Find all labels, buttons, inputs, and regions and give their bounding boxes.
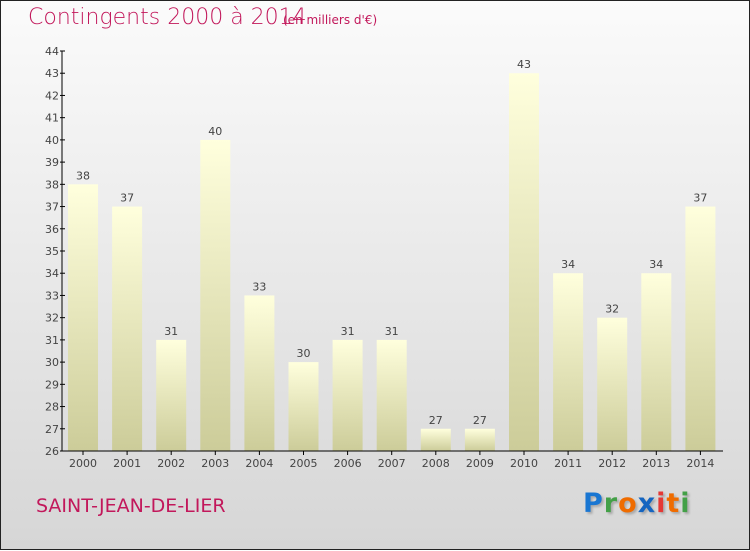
bar — [553, 273, 584, 451]
data-label: 43 — [517, 58, 531, 71]
bar — [464, 428, 495, 451]
bar — [332, 339, 363, 451]
y-tick-label: 36 — [45, 223, 59, 236]
bar — [200, 139, 231, 451]
y-tick-label: 27 — [45, 423, 59, 436]
logo-letter: t — [666, 488, 681, 519]
bar — [376, 339, 407, 451]
y-tick-label: 35 — [45, 245, 59, 258]
data-label: 30 — [297, 347, 311, 360]
data-label: 34 — [561, 258, 575, 271]
y-tick-label: 37 — [45, 201, 59, 214]
data-label: 40 — [208, 125, 222, 138]
y-tick-label: 43 — [45, 67, 59, 80]
logo-letter: P — [583, 488, 604, 519]
proxiti-logo[interactable]: Proxiti — [583, 488, 691, 519]
chart-unit: (en milliers d'€) — [283, 13, 378, 27]
x-tick-label: 2012 — [598, 457, 626, 470]
x-tick-label: 2004 — [245, 457, 273, 470]
bar — [288, 362, 319, 451]
y-tick-label: 26 — [45, 445, 59, 458]
bar — [112, 206, 143, 451]
y-tick-label: 29 — [45, 378, 59, 391]
data-label: 31 — [164, 325, 178, 338]
data-label: 37 — [693, 192, 707, 205]
logo-letter: i — [680, 488, 691, 519]
x-tick-label: 2009 — [466, 457, 494, 470]
y-tick-label: 28 — [45, 401, 59, 414]
data-label: 34 — [649, 258, 663, 271]
chart-title: Contingents 2000 à 2014 — [28, 5, 307, 30]
x-tick-label: 2003 — [201, 457, 229, 470]
bar — [420, 428, 451, 451]
y-tick-label: 32 — [45, 312, 59, 325]
data-label: 27 — [473, 414, 487, 427]
y-tick-label: 44 — [45, 45, 59, 58]
data-label: 27 — [429, 414, 443, 427]
data-label: 31 — [385, 325, 399, 338]
y-tick-label: 30 — [45, 356, 59, 369]
bar — [509, 73, 539, 451]
x-tick-label: 2011 — [554, 457, 582, 470]
y-tick-label: 42 — [45, 89, 59, 102]
commune-name: SAINT-JEAN-DE-LIER — [36, 495, 226, 517]
bar — [68, 184, 98, 452]
y-tick-label: 34 — [45, 267, 59, 280]
data-label: 31 — [341, 325, 355, 338]
data-label: 37 — [120, 192, 134, 205]
x-tick-label: 2001 — [113, 457, 141, 470]
bar — [685, 206, 716, 451]
x-tick-label: 2014 — [686, 457, 714, 470]
y-tick-label: 38 — [45, 178, 59, 191]
y-tick-label: 31 — [45, 334, 59, 347]
bar — [156, 339, 187, 451]
logo-letter: x — [637, 488, 657, 519]
x-tick-label: 2008 — [422, 457, 450, 470]
logo-letter: r — [603, 488, 619, 519]
logo-letter: i — [656, 488, 667, 519]
y-tick-label: 39 — [45, 156, 59, 169]
x-tick-label: 2000 — [69, 457, 97, 470]
x-tick-label: 2010 — [510, 457, 538, 470]
x-tick-label: 2013 — [642, 457, 670, 470]
data-label: 32 — [605, 303, 619, 316]
logo-letter: o — [618, 488, 638, 519]
y-tick-label: 33 — [45, 289, 59, 302]
x-tick-label: 2005 — [290, 457, 318, 470]
x-tick-label: 2007 — [378, 457, 406, 470]
bar — [641, 273, 672, 451]
y-tick-label: 40 — [45, 134, 59, 147]
data-label: 38 — [76, 169, 90, 182]
x-tick-label: 2002 — [157, 457, 185, 470]
bar — [244, 295, 275, 451]
bar — [597, 317, 628, 451]
data-label: 33 — [252, 280, 266, 293]
y-tick-label: 41 — [45, 112, 59, 125]
x-tick-label: 2006 — [334, 457, 362, 470]
